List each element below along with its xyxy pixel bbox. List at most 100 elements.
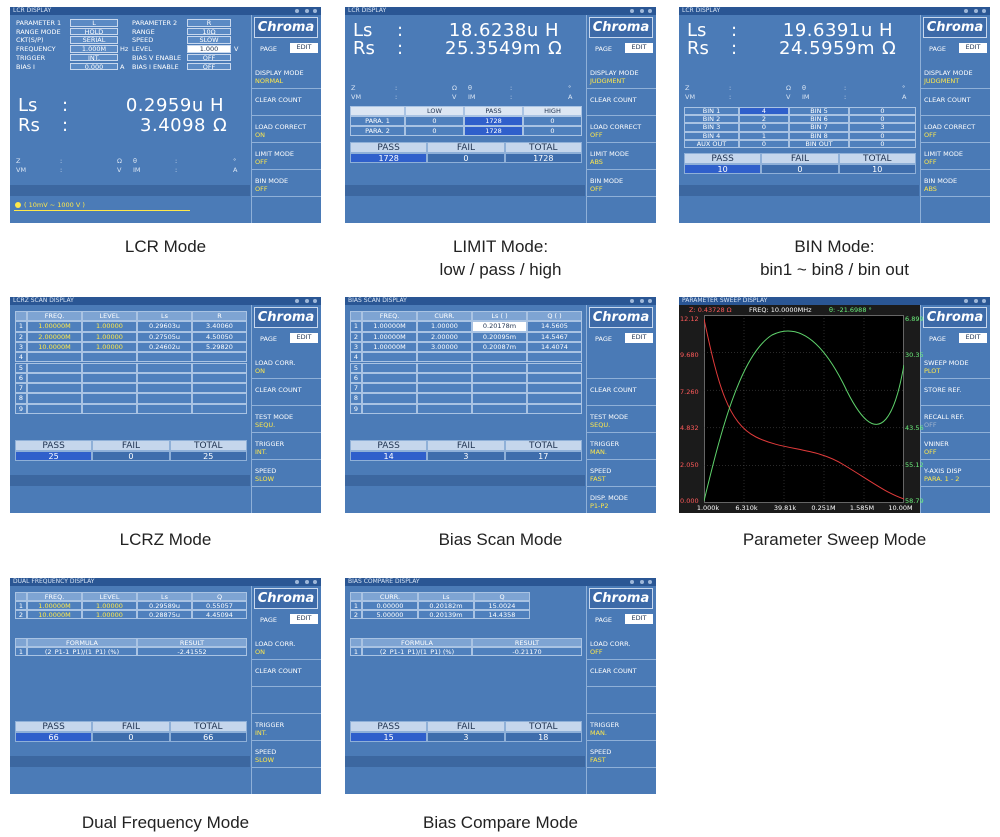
table-cell: 1.00000M: [362, 341, 417, 353]
menu-label: SWEEP MODE: [924, 359, 969, 367]
edit-button: EDIT: [625, 43, 653, 53]
panel: LCR DISPLAY Chroma PAGE EDIT DISPLAY MODE JUD…: [679, 7, 990, 223]
menu-divider: [252, 459, 321, 460]
menu-label: LOAD CORR.: [255, 359, 296, 367]
aux-text: θ: [802, 84, 806, 92]
caption: low / pass / high: [439, 260, 562, 279]
table-cell: 0: [405, 116, 464, 126]
menu-value: INT.: [255, 448, 268, 456]
setting-label: FREQUENCY: [16, 45, 56, 54]
menu-divider: [587, 767, 656, 768]
table-cell: [137, 403, 192, 414]
table-cell: PARA. 1: [350, 116, 405, 126]
table-header-cell: PASS: [464, 106, 523, 116]
table-cell: 5: [15, 362, 27, 373]
x-axis-label: 39.81k: [773, 504, 797, 512]
menu-value: OFF: [255, 185, 268, 193]
theta-curve: [704, 330, 904, 502]
menu-value: SLOW: [255, 475, 275, 483]
range-note: ( 10mV ~ 1000 V ): [24, 201, 85, 209]
table-cell: [472, 383, 527, 394]
table-cell: [527, 403, 582, 414]
right-axis-label: 58.79: [905, 497, 924, 505]
status-strip: [345, 475, 585, 486]
table-cell: BIN 4: [684, 131, 739, 140]
menu-value: NORMAL: [255, 77, 284, 85]
title-bar: [10, 297, 321, 305]
count-value: 3: [427, 732, 505, 742]
table-cell: 0.24602u: [137, 341, 192, 353]
reading-label: Ls: [687, 20, 707, 41]
status-dot: [630, 299, 634, 303]
right-axis-label: 30.35: [905, 351, 924, 360]
table-header-cell: Ls: [137, 311, 192, 322]
menu-value: SEQU.: [590, 421, 611, 429]
edit-button: EDIT: [290, 614, 318, 624]
table-cell: [137, 383, 192, 394]
table-cell: 1.00000: [82, 601, 137, 610]
table-cell: 1: [15, 647, 27, 656]
brand-logo: Chroma: [923, 307, 987, 328]
table-header-cell: [15, 592, 27, 601]
table-cell: 0: [523, 126, 582, 136]
menu-divider: [587, 169, 656, 170]
table-cell: [82, 372, 137, 384]
reading-unit: Ω: [548, 38, 562, 59]
panel-title: LCR DISPLAY: [682, 7, 721, 14]
table-cell: 4: [739, 107, 789, 116]
menu-value: OFF: [924, 131, 937, 139]
panel: BIAS COMPARE DISPLAY Chroma PAGE EDIT LOAD C…: [345, 578, 656, 794]
menu-divider: [252, 378, 321, 379]
reading-sep: :: [397, 20, 404, 41]
count-header: PASS: [15, 721, 93, 732]
aux-text: :: [175, 157, 178, 165]
menu-value: ON: [255, 648, 265, 656]
menu-divider: [252, 713, 321, 714]
table-cell: [417, 372, 472, 384]
menu-label: SPEED: [255, 467, 277, 475]
table-cell: 4.45094: [192, 610, 247, 619]
panel: PARAMETER SWEEP DISPLAY Chroma PAGE EDIT SWE…: [679, 297, 990, 513]
table-cell: [472, 403, 527, 414]
note-underline: [14, 210, 190, 211]
aux-text: °: [233, 157, 237, 165]
table-cell: 0: [739, 139, 789, 148]
title-bar: [679, 7, 990, 15]
count-value: 25: [15, 451, 93, 461]
setting-label: PARAMETER 2: [132, 19, 178, 27]
table-cell: 1.00000: [82, 341, 137, 353]
reading-value: 3.4098: [140, 115, 206, 136]
table-cell: AUX OUT: [684, 139, 739, 148]
caption: LIMIT Mode:: [452, 237, 549, 256]
table-cell: 1: [350, 647, 362, 656]
status-dot: [640, 299, 644, 303]
caption: BIN Mode:: [794, 237, 875, 256]
table-cell: 2.00000: [417, 331, 472, 342]
page-label: PAGE: [260, 335, 277, 343]
setting-unit: Hz: [120, 45, 129, 54]
menu-divider: [587, 686, 656, 687]
menu-divider: [587, 713, 656, 714]
table-cell: 3: [350, 341, 362, 353]
x-axis-label: 6.310k: [735, 504, 758, 512]
menu-value: SLOW: [255, 756, 275, 764]
aux-text: :: [395, 84, 398, 92]
reading-value: 18.6238u H: [448, 20, 559, 41]
table-cell: 2: [350, 610, 362, 619]
table-cell: [417, 352, 472, 363]
status-strip: [10, 475, 250, 486]
table-cell: 2: [15, 331, 27, 342]
menu-label: BIN MODE: [590, 177, 624, 185]
table-header-cell: Q: [474, 592, 530, 601]
page-label: PAGE: [260, 45, 277, 53]
menu-label: TRIGGER: [255, 721, 285, 729]
table-cell: [137, 393, 192, 404]
table-cell: 14.5605: [527, 321, 582, 332]
left-axis-label: 7.260: [680, 387, 699, 396]
aux-text: IM: [133, 166, 141, 174]
count-header: PASS: [350, 440, 428, 451]
menu-value: ABS: [590, 158, 603, 166]
table-cell: 0: [849, 115, 916, 124]
caption: Bias Compare Mode: [423, 813, 578, 832]
sidebar: [251, 305, 321, 513]
